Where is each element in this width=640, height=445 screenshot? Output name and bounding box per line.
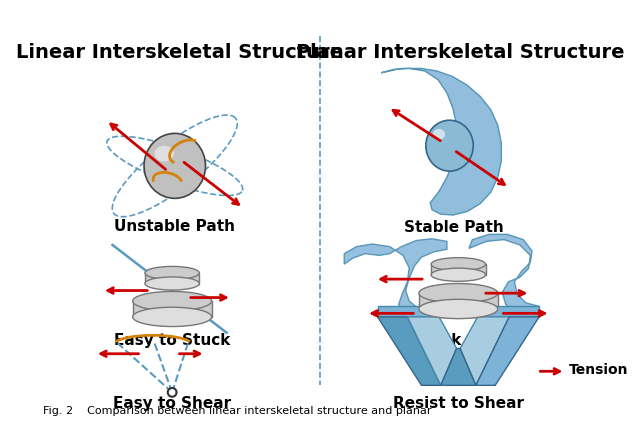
Polygon shape: [469, 235, 539, 317]
Polygon shape: [408, 317, 456, 385]
Polygon shape: [419, 293, 498, 309]
Polygon shape: [145, 273, 199, 283]
Text: Stuck Free: Stuck Free: [413, 333, 504, 348]
Polygon shape: [132, 301, 212, 317]
Text: Fig. 2    Comparison between linear interskeletal structure and planar: Fig. 2 Comparison between linear intersk…: [43, 406, 431, 417]
Ellipse shape: [431, 258, 486, 271]
Ellipse shape: [168, 388, 177, 397]
Text: Easy to Shear: Easy to Shear: [113, 396, 231, 411]
Ellipse shape: [132, 291, 212, 311]
Ellipse shape: [431, 268, 486, 281]
Ellipse shape: [144, 134, 205, 198]
Ellipse shape: [145, 277, 199, 290]
Ellipse shape: [433, 129, 445, 140]
Ellipse shape: [426, 120, 473, 171]
Text: Tension: Tension: [569, 363, 628, 376]
Text: Resist to Shear: Resist to Shear: [393, 396, 524, 411]
Polygon shape: [378, 306, 539, 317]
Polygon shape: [378, 317, 441, 385]
Ellipse shape: [145, 267, 199, 279]
Polygon shape: [460, 317, 509, 385]
Polygon shape: [344, 239, 447, 319]
Text: Easy to Stuck: Easy to Stuck: [114, 333, 230, 348]
Ellipse shape: [419, 283, 498, 303]
Ellipse shape: [155, 146, 174, 162]
Text: Stable Path: Stable Path: [404, 220, 504, 235]
Ellipse shape: [419, 299, 498, 319]
Polygon shape: [431, 264, 486, 275]
Polygon shape: [476, 317, 539, 385]
Text: Planar Interskeletal Structure: Planar Interskeletal Structure: [296, 43, 625, 62]
Ellipse shape: [132, 307, 212, 327]
Text: Unstable Path: Unstable Path: [115, 218, 236, 234]
Polygon shape: [441, 348, 476, 385]
Text: Linear Interskeletal Structure: Linear Interskeletal Structure: [15, 43, 342, 62]
Polygon shape: [381, 69, 501, 215]
